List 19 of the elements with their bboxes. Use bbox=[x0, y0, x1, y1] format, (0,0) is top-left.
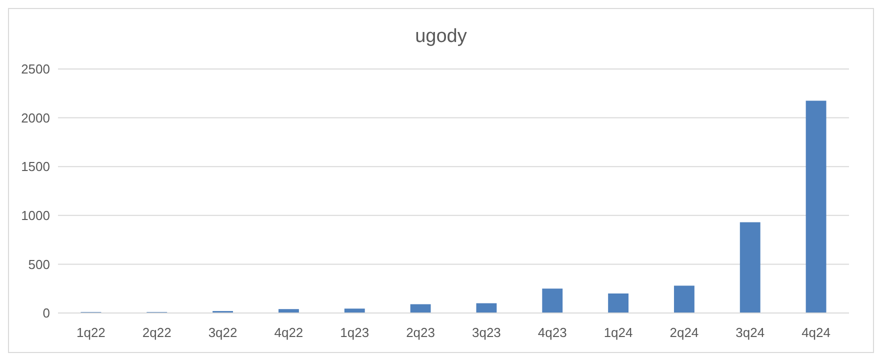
x-tick-label: 2q22 bbox=[142, 325, 172, 340]
x-tick-label: 4q23 bbox=[538, 325, 567, 340]
x-tick-label: 2q24 bbox=[670, 325, 699, 340]
y-tick-label: 2500 bbox=[21, 62, 50, 77]
y-tick-label: 1500 bbox=[21, 159, 50, 174]
x-tick-label: 3q24 bbox=[736, 325, 765, 340]
x-tick-label: 2q23 bbox=[406, 325, 436, 340]
y-tick-label: 2000 bbox=[21, 110, 50, 126]
y-tick-label: 0 bbox=[42, 306, 50, 321]
x-tick-label: 1q23 bbox=[340, 325, 370, 340]
x-tick-label: 3q23 bbox=[472, 325, 501, 340]
x-tick-label: 4q22 bbox=[274, 325, 304, 340]
x-tick-label: 3q22 bbox=[208, 325, 238, 340]
y-tick-label: 1000 bbox=[21, 208, 50, 223]
x-tick-label: 4q24 bbox=[802, 325, 831, 340]
y-tick-label: 500 bbox=[28, 256, 50, 272]
x-tick-label: 1q22 bbox=[76, 325, 106, 340]
chart-title: ugody bbox=[415, 26, 468, 47]
x-tick-label: 1q24 bbox=[604, 325, 633, 340]
